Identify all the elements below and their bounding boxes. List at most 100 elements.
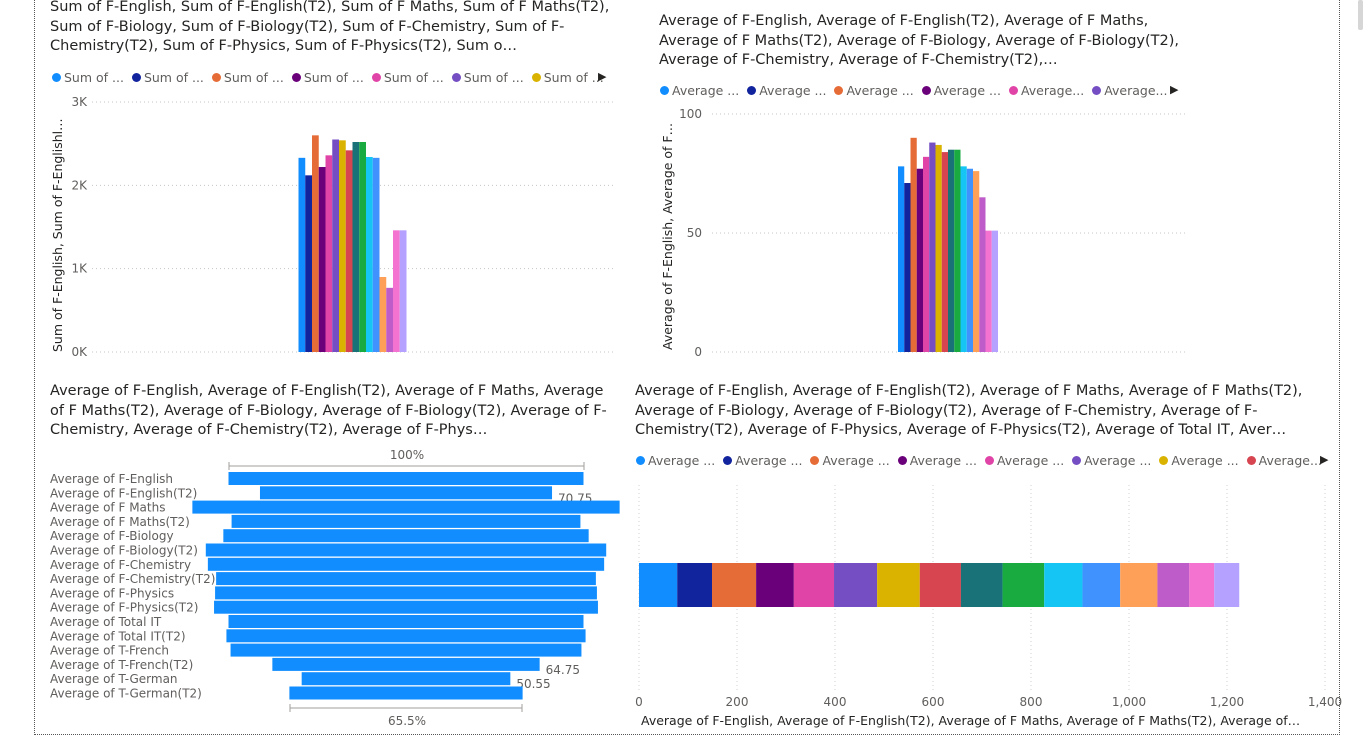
funnel-category-label: Average of T-German(T2) <box>50 687 202 701</box>
legend-dot-icon <box>723 456 733 465</box>
funnel-category-label: Average of T-French <box>50 644 169 658</box>
legend-item[interactable]: Average ... <box>897 453 977 468</box>
funnel-bar <box>205 543 607 557</box>
legend-label: Average... <box>1258 453 1322 468</box>
funnel-category-label: Average of F Maths(T2) <box>50 515 190 529</box>
column-bar <box>973 171 980 352</box>
column-bar <box>339 140 346 352</box>
chart-title: Average of F-English, Average of F-Engli… <box>659 13 1180 68</box>
column-bar <box>985 230 992 352</box>
legend-dot-icon <box>747 86 757 95</box>
column-bar <box>393 230 400 352</box>
funnel-bar <box>230 643 582 657</box>
legend-item[interactable]: Sum of ... <box>211 70 284 85</box>
legend-item[interactable]: Average... <box>1008 83 1085 98</box>
report-canvas-frame <box>34 0 1340 735</box>
legend-item[interactable]: Average ... <box>660 83 739 98</box>
legend-label: Average ... <box>909 453 977 468</box>
legend-item[interactable]: Average... <box>1092 83 1167 98</box>
column-bar <box>966 168 973 352</box>
legend-dot-icon <box>1072 456 1082 465</box>
legend-label: Average ... <box>648 453 716 468</box>
chart-title: Average of F-English, Average of F-Engli… <box>635 383 1303 438</box>
x-tick-label: 1,200 <box>1210 695 1244 709</box>
legend-item[interactable]: Average ... <box>636 453 715 468</box>
column-bar <box>954 149 961 352</box>
x-tick-label: 1,400 <box>1308 695 1342 709</box>
y-axis-title: Sum of F-English, Sum of F-Englishl… <box>50 118 65 352</box>
legend-label: Sum of ... <box>383 70 444 85</box>
column-bar <box>318 167 326 352</box>
canvas-scrollbar[interactable] <box>1358 0 1363 30</box>
legend-dot-icon <box>291 73 301 82</box>
legend-label: Average... <box>1104 83 1168 98</box>
legend-item[interactable]: Sum of ... <box>52 70 124 85</box>
column-bar <box>352 142 360 352</box>
chart-legend: Sum of ... Sum of ... Sum of ... Sum of ...… <box>52 70 612 85</box>
column-bar <box>941 152 948 352</box>
funnel-category-label: Average of T-German <box>50 672 178 686</box>
funnel-bar <box>207 557 605 571</box>
legend-item[interactable]: Sum of ... <box>371 70 444 85</box>
x-tick-label: 0 <box>635 695 643 709</box>
legend-item[interactable]: Average ... <box>984 453 1064 468</box>
column-bar <box>312 135 319 352</box>
legend-item[interactable]: Average ... <box>747 83 826 98</box>
legend-item[interactable]: Average ... <box>1072 453 1151 468</box>
funnel-bar <box>214 600 598 614</box>
funnel-category-label: Average of F-Physics <box>50 586 174 600</box>
legend-next-arrow-icon[interactable]: ▶ <box>598 70 607 83</box>
sum-column-chart-svg: 0K 1K 2K 3K Sum of F-English, Sum of F-Engli… <box>50 95 615 359</box>
legend-next-arrow-icon[interactable]: ▶ <box>1320 453 1329 466</box>
funnel-bar <box>259 486 553 500</box>
stacked-bar-segment <box>1157 563 1190 607</box>
legend-item[interactable]: Sum of ... <box>291 70 364 85</box>
x-tick-label: 1,000 <box>1112 695 1146 709</box>
legend-item[interactable]: Sum of ... <box>131 70 204 85</box>
legend-item[interactable]: Average ... <box>723 453 802 468</box>
stacked-bar-segment <box>1120 563 1158 607</box>
y-tick-label: 0 <box>694 345 702 359</box>
y-axis-title: Average of F-English, Average of F… <box>660 123 675 350</box>
stacked-bar-segment <box>639 563 678 607</box>
chart-title: Average of F-English, Average of F-Engli… <box>50 383 607 438</box>
legend-dot-icon <box>211 73 221 82</box>
stacked-bar-segment <box>919 563 961 607</box>
column-bar <box>979 197 986 352</box>
legend-label: Average... <box>1020 83 1085 98</box>
funnel-top-percent: 100% <box>390 448 424 462</box>
funnel-category-label: Average of Total IT <box>50 615 162 629</box>
stacked-bar-segment <box>1214 563 1240 607</box>
column-bar <box>904 183 911 352</box>
x-tick-label: 800 <box>1020 695 1043 709</box>
legend-label: Sum of ... <box>463 70 524 85</box>
funnel-bar <box>192 500 620 514</box>
legend-item[interactable]: Average ... <box>921 83 1001 98</box>
y-tick-label: 50 <box>687 226 702 240</box>
legend-item[interactable]: Sum of ... <box>451 70 524 85</box>
funnel-bar <box>226 629 586 643</box>
column-bar <box>305 175 312 352</box>
legend-item[interactable]: Sum of ... <box>531 70 604 85</box>
stacked-bar-segment <box>877 563 920 607</box>
funnel-category-label: Average of F-Physics(T2) <box>50 601 198 615</box>
legend-next-arrow-icon[interactable]: ▶ <box>1170 83 1179 96</box>
funnel-category-label: Average of F-Biology(T2) <box>50 544 198 558</box>
stacked-bar-segment <box>1082 563 1121 607</box>
legend-item[interactable]: Average ... <box>810 453 890 468</box>
legend-label: Average ... <box>672 83 740 98</box>
legend-dot-icon <box>897 456 907 465</box>
legend-dot-icon <box>660 86 669 95</box>
legend-label: Average ... <box>1171 453 1239 468</box>
legend-item[interactable]: Average... <box>1246 453 1322 468</box>
legend-dot-icon <box>921 86 931 95</box>
legend-item[interactable]: Average ... <box>834 83 914 98</box>
funnel-category-label: Average of F-Biology <box>50 529 174 543</box>
funnel-category-label: Average of F Maths <box>50 501 165 515</box>
column-bar <box>325 155 333 352</box>
column-bar <box>923 156 930 352</box>
legend-item[interactable]: Average ... <box>1159 453 1239 468</box>
legend-dot-icon <box>1159 456 1169 465</box>
legend-label: Average ... <box>759 83 827 98</box>
